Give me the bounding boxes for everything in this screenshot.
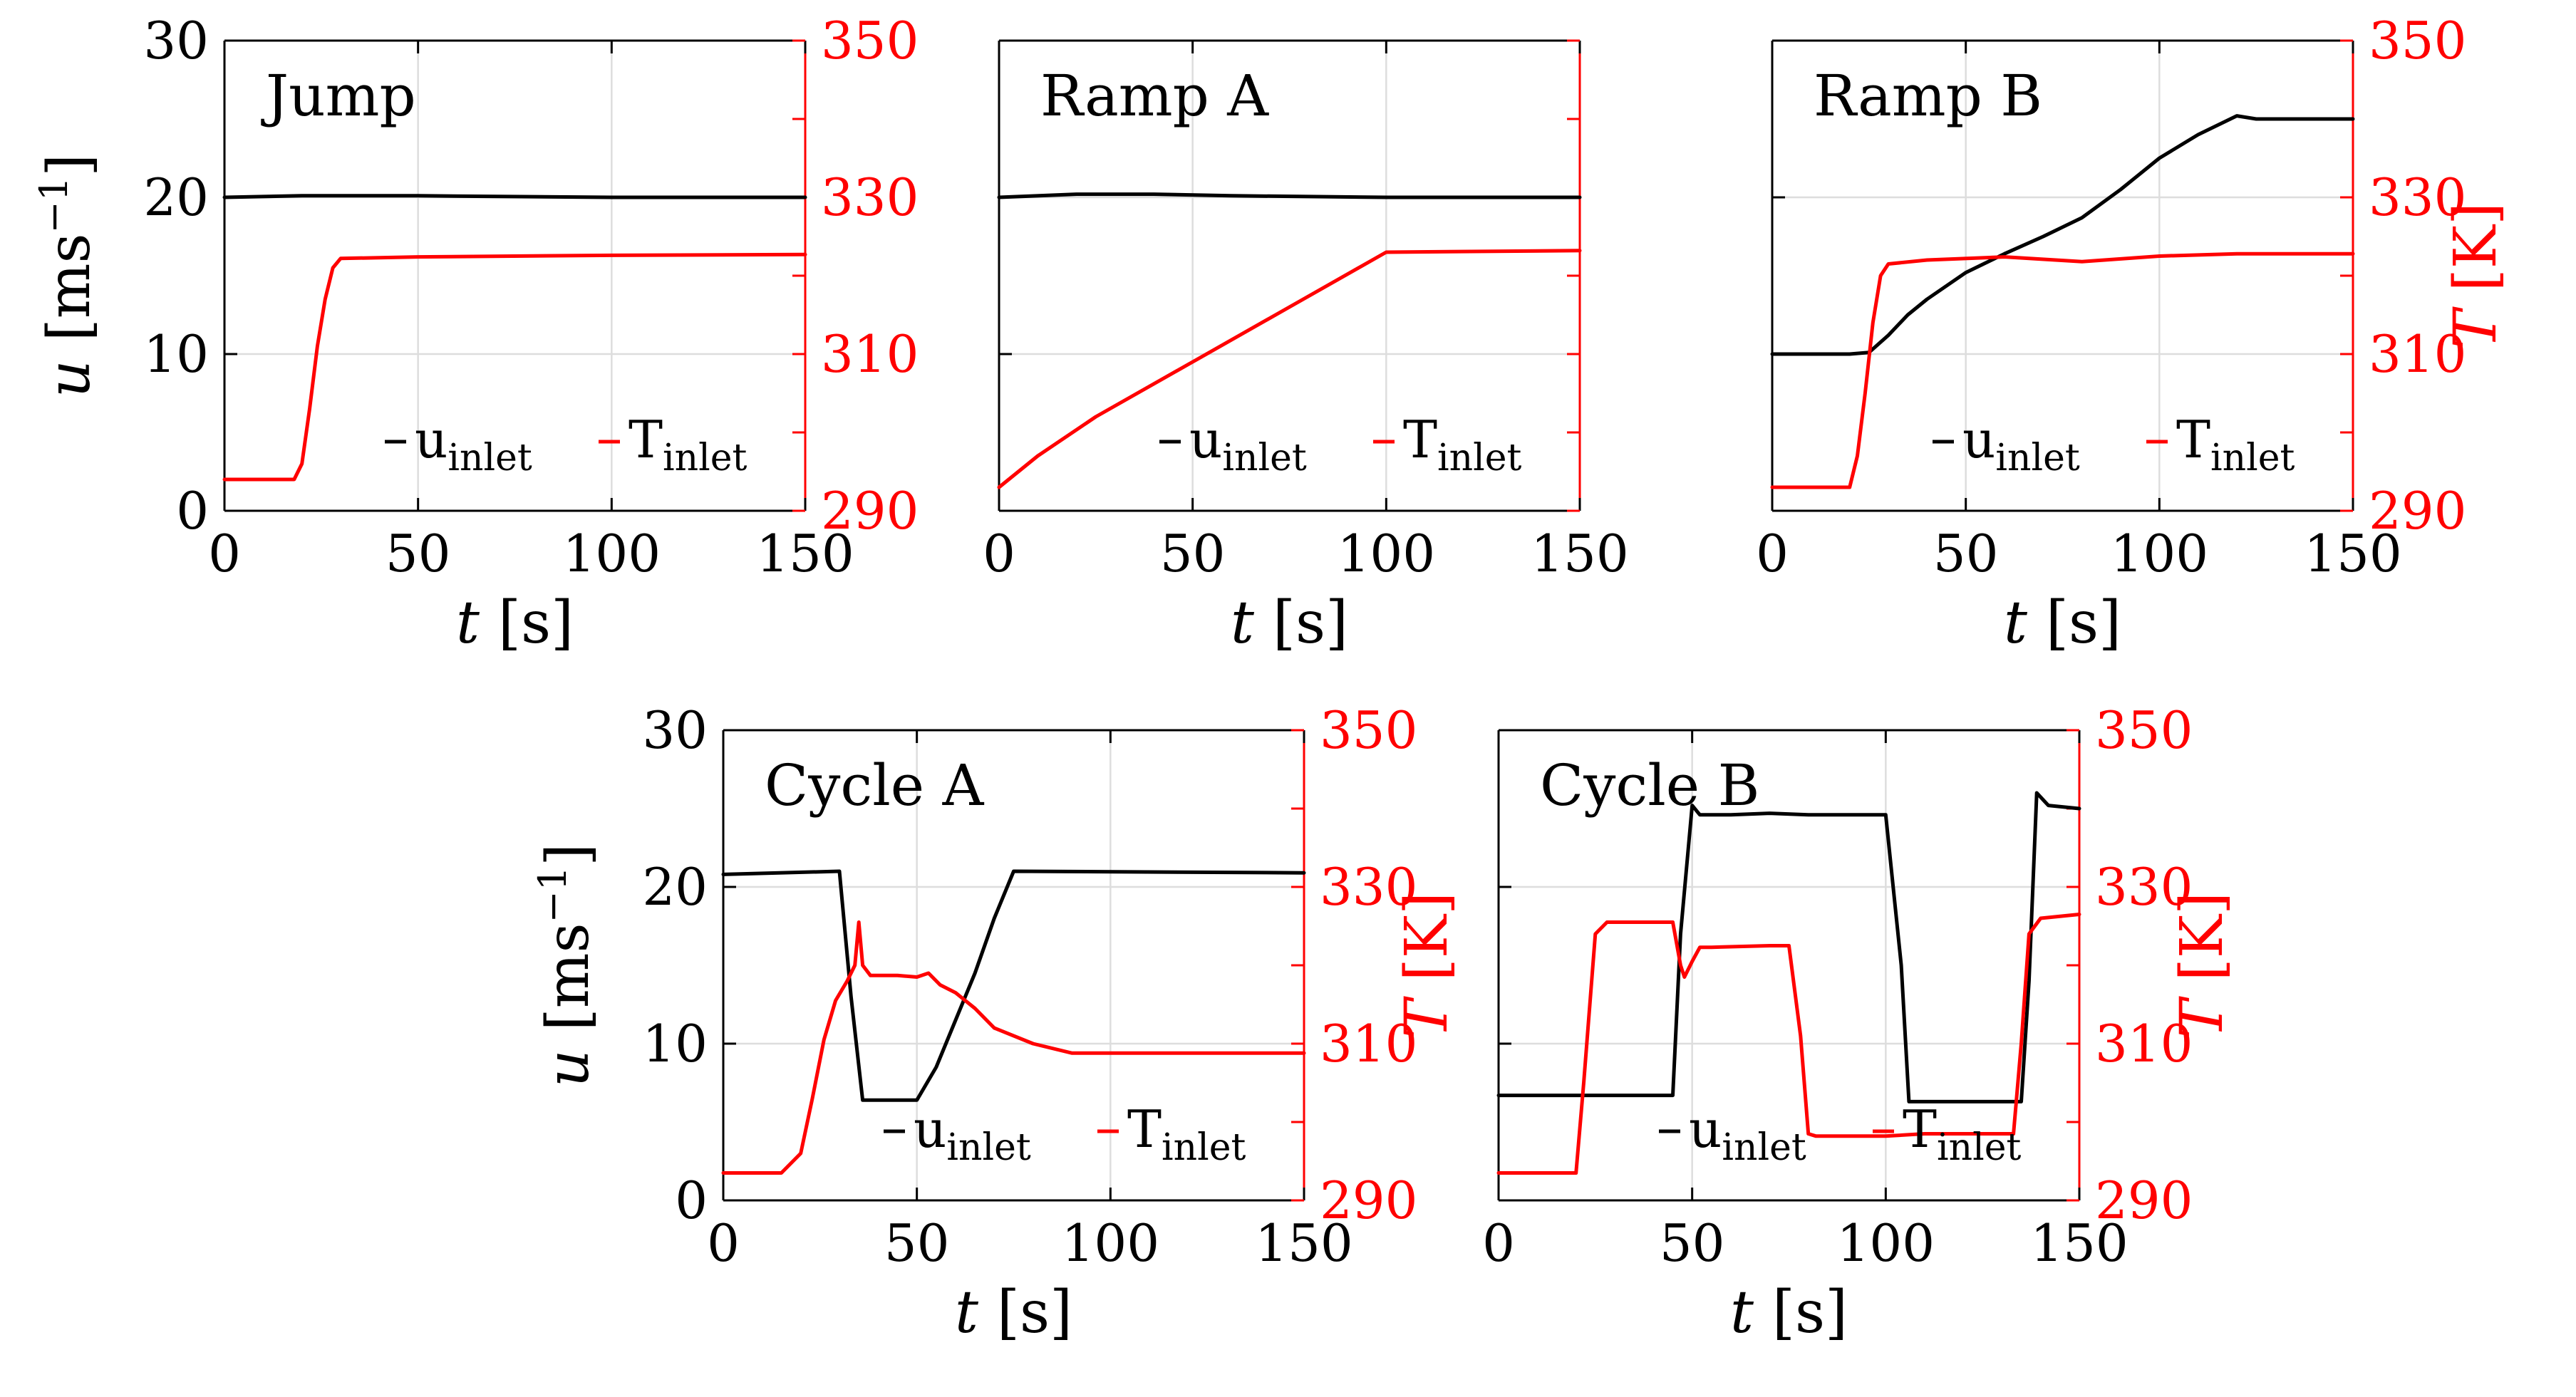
y2-tick-label: 290	[2095, 1170, 2193, 1230]
y2-tick-label: 310	[1320, 1014, 1417, 1074]
y2-tick-label: 330	[1320, 857, 1417, 917]
series-line-T-inlet	[997, 249, 1582, 489]
x-tick-label: 50	[1660, 1213, 1725, 1273]
y-tick-label: 20	[642, 857, 708, 917]
legend-entry: uinlet	[415, 410, 532, 479]
series-line-T-inlet	[721, 920, 1306, 1175]
x-tick-label: 0	[983, 524, 1015, 583]
y-axis-label: u [ms−1]	[31, 154, 104, 398]
y2-tick-label: 290	[1320, 1170, 1417, 1230]
x-tick-label: 100	[1837, 1213, 1935, 1273]
series-line-T-inlet	[1770, 251, 2355, 489]
x-axis-label: t [s]	[955, 1279, 1072, 1346]
x-axis-label: t [s]	[1730, 1279, 1848, 1346]
x-tick-label: 100	[1062, 1213, 1159, 1273]
y2-axis-label: T [K]	[2442, 202, 2510, 349]
y2-tick-label: 310	[2369, 324, 2466, 384]
y-tick-label: 0	[675, 1170, 708, 1230]
y-tick-label: 20	[143, 167, 209, 227]
legend-entry: uinlet	[1189, 410, 1307, 479]
x-axis-label: t [s]	[1231, 589, 1348, 657]
chart-title: Jump	[261, 63, 416, 129]
y2-tick-label: 310	[821, 324, 919, 384]
y2-axis-label: T [K]	[1393, 892, 1461, 1039]
y2-tick-label: 350	[2369, 11, 2466, 71]
y2-tick-label: 330	[2369, 167, 2466, 227]
x-axis-label: t [s]	[456, 589, 574, 657]
chart-title: Cycle A	[765, 752, 985, 819]
y-axis-label: u [ms−1]	[530, 843, 603, 1087]
y2-tick-label: 350	[821, 11, 919, 71]
series-line-u-inlet	[721, 869, 1306, 1102]
y2-tick-label: 290	[2369, 481, 2466, 541]
x-tick-label: 0	[1756, 524, 1789, 583]
series-line-u-inlet	[1496, 791, 2081, 1103]
x-tick-label: 50	[1933, 524, 1999, 583]
legend-entry: Tinlet	[1903, 1099, 2022, 1169]
x-tick-label: 50	[884, 1213, 950, 1273]
x-axis-label: t [s]	[2004, 589, 2121, 657]
x-tick-label: 100	[1338, 524, 1435, 583]
y2-tick-label: 290	[821, 481, 919, 541]
series-line-T-inlet	[1496, 913, 2081, 1175]
x-tick-label: 50	[386, 524, 451, 583]
y2-tick-label: 350	[2095, 700, 2193, 760]
legend-entry: Tinlet	[1403, 410, 1522, 479]
y2-tick-label: 350	[1320, 700, 1417, 760]
legend-entry: Tinlet	[1127, 1099, 1246, 1169]
y2-tick-label: 330	[821, 167, 919, 227]
y-tick-label: 10	[642, 1014, 708, 1074]
series-line-T-inlet	[222, 252, 807, 482]
x-tick-label: 150	[2030, 1213, 2128, 1273]
y2-tick-label: 330	[2095, 857, 2193, 917]
x-tick-label: 150	[756, 524, 854, 583]
chart-title: Ramp B	[1814, 63, 2042, 129]
y2-axis-label: T [K]	[2168, 892, 2236, 1039]
y2-tick-label: 310	[2095, 1014, 2193, 1074]
x-tick-label: 50	[1160, 524, 1226, 583]
x-tick-label: 0	[707, 1213, 740, 1273]
x-tick-label: 150	[2304, 524, 2401, 583]
legend-entry: Tinlet	[2176, 410, 2295, 479]
x-tick-label: 150	[1255, 1213, 1352, 1273]
legend-entry: uinlet	[914, 1099, 1031, 1169]
chart-ramp-a: 0 50 100 150 t [s] Ramp A uinlet Tinlet	[983, 39, 1629, 657]
legend-entry: Tinlet	[629, 410, 748, 479]
legend-entry: uinlet	[1962, 410, 2080, 479]
x-tick-label: 100	[2111, 524, 2208, 583]
x-tick-label: 150	[1531, 524, 1628, 583]
chart-title: Ramp A	[1040, 63, 1269, 129]
chart-jump: 0 50 100 150 0 10 20 30 290 310 330 350 t [s] u [ms−1…	[31, 11, 919, 657]
x-tick-label: 100	[563, 524, 661, 583]
chart-cycle-a: 0 50 100 150 0 10 20 30 290 310 330 350 t [s] u [ms−1…	[530, 700, 1462, 1346]
y-tick-label: 30	[143, 11, 209, 71]
x-tick-label: 0	[1482, 1213, 1515, 1273]
chart-title: Cycle B	[1540, 752, 1759, 819]
series-line-u-inlet	[997, 192, 1582, 199]
y-tick-label: 10	[143, 324, 209, 384]
x-tick-label: 0	[208, 524, 241, 583]
series-line-u-inlet	[222, 194, 807, 199]
y-tick-label: 30	[642, 700, 708, 760]
y-tick-label: 0	[176, 481, 209, 541]
series-line-u-inlet	[1770, 114, 2355, 356]
legend-entry: uinlet	[1689, 1099, 1806, 1169]
